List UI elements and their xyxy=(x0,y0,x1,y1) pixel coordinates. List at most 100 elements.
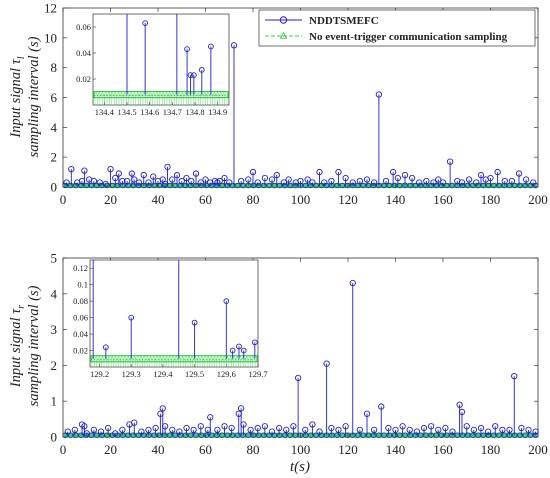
top-baseline-marker xyxy=(512,182,518,189)
top-inset-green-marker xyxy=(93,91,99,97)
top-stem-marker xyxy=(254,179,261,186)
bottom-ytick-label: 3 xyxy=(51,322,58,337)
top-baseline-marker xyxy=(188,182,194,189)
top-baseline-marker xyxy=(391,182,398,189)
bottom-inset-green-marker xyxy=(90,356,96,361)
top-stem-marker xyxy=(458,179,466,186)
top-inset-green-marker xyxy=(112,91,118,97)
top-stem-marker xyxy=(356,177,364,185)
bottom-baseline-marker xyxy=(308,432,314,438)
top-stem-marker xyxy=(342,174,349,182)
bottom-baseline-marker xyxy=(203,432,210,438)
top-baseline-marker xyxy=(182,182,189,189)
bottom-baseline-marker xyxy=(287,432,293,438)
bottom-baseline-marker xyxy=(360,432,366,438)
top-stem-marker xyxy=(477,171,485,179)
bottom-inset-green-marker xyxy=(234,356,240,361)
top-baseline-marker xyxy=(465,182,471,189)
bottom-inset-xtick-label: 129.4 xyxy=(153,369,173,379)
bottom-inset-green-marker xyxy=(183,356,189,361)
top-baseline-marker xyxy=(501,182,507,189)
bottom-inset-xtick-label: 129.7 xyxy=(248,369,267,379)
top-inset-stem-marker xyxy=(198,67,205,73)
top-stem-marker xyxy=(430,179,437,186)
bottom-inset-ytick-label: 0.08 xyxy=(73,296,88,306)
top-inset-ytick-label: 0.06 xyxy=(76,22,91,32)
bottom-inset-green-marker xyxy=(202,356,208,361)
bottom-inset: 129.2 129.3 129.4 129.5 129.6 129.7 0.02 0.04 0.… xyxy=(73,259,268,379)
bottom-xtick-label: 80 xyxy=(247,442,260,457)
top-inset-green-marker xyxy=(212,91,217,97)
bottom-stem-marker xyxy=(518,424,525,432)
bottom-xtick-label: 20 xyxy=(104,442,117,457)
top-baseline-marker xyxy=(282,182,288,189)
top-inset-stem-marker xyxy=(187,72,194,78)
top-stem-marker xyxy=(226,179,233,186)
bottom-inset-green-marker xyxy=(93,356,99,361)
top-baseline-marker xyxy=(423,182,429,189)
top-baseline-marker xyxy=(203,182,210,189)
bottom-baseline-marker xyxy=(276,432,283,438)
bottom-stem-marker xyxy=(511,372,518,380)
top-stem-marker xyxy=(394,174,402,182)
bottom-inset-stem-marker xyxy=(251,339,258,346)
top-inset-green-marker xyxy=(96,91,102,97)
bottom-stem-marker xyxy=(83,430,90,437)
top-baseline-marker xyxy=(339,182,345,189)
top-baseline-marker xyxy=(135,182,142,189)
top-inset-xtick-label: 134.9 xyxy=(208,107,227,117)
bottom-baseline-marker xyxy=(470,432,476,438)
top-stem-marker xyxy=(401,171,409,179)
bottom-inset-green-marker xyxy=(132,356,137,361)
top-baseline-marker xyxy=(470,182,476,189)
bottom-stem-marker xyxy=(442,424,449,432)
top-stem-marker xyxy=(169,176,176,183)
top-stem-marker xyxy=(501,177,508,185)
bottom-inset-frame xyxy=(89,259,259,368)
bottom-inset-green-marker xyxy=(161,356,166,361)
top-baseline-marker xyxy=(459,182,466,189)
bottom-stem-marker xyxy=(302,426,309,433)
bottom-baseline-marker xyxy=(438,432,445,438)
top-stem-marker xyxy=(435,176,442,183)
bottom-inset-green-marker xyxy=(244,356,249,361)
bottom-stem-marker xyxy=(506,426,513,433)
bottom-xtick-label: 60 xyxy=(199,442,212,457)
bottom-inset-green-marker xyxy=(189,356,195,361)
legend-marker-series-1 xyxy=(279,16,288,24)
bottom-baseline-marker xyxy=(250,432,257,438)
top-inset-green-marker xyxy=(180,91,185,97)
bottom-stem-marker xyxy=(283,426,290,433)
top-stem-marker xyxy=(245,176,252,183)
bottom-inset-green-marker xyxy=(228,356,233,361)
top-stem-marker xyxy=(202,176,209,183)
top-ytick-label: 0 xyxy=(51,180,58,195)
bottom-inset-green-marker xyxy=(180,356,185,361)
bottom-baseline-marker xyxy=(522,432,528,438)
bottom-stem-marker xyxy=(97,428,105,435)
bottom-baseline-marker xyxy=(208,432,215,438)
bottom-stem-marker xyxy=(392,426,399,433)
bottom-baseline-marker xyxy=(229,432,236,438)
bottom-ytick-label: 4 xyxy=(51,286,58,301)
top-ytick-label: 10 xyxy=(44,30,57,45)
top-stem-marker xyxy=(522,176,530,183)
top-stem-marker xyxy=(119,177,126,185)
bottom-baseline-marker xyxy=(125,432,131,438)
top-baseline-marker xyxy=(444,182,450,189)
bottom-stem-marker xyxy=(499,426,506,433)
top-inset-green-marker xyxy=(103,91,108,97)
top-inset-green-marker xyxy=(189,91,195,97)
bottom-stem-marker xyxy=(190,426,197,433)
bottom-stem-marker xyxy=(532,428,539,435)
top-stem-marker xyxy=(145,179,152,186)
bottom-inset-green-marker xyxy=(186,356,192,361)
top-inset-green-marker xyxy=(157,91,163,97)
top-xtick-label: 180 xyxy=(481,192,501,207)
top-inset-green-marker xyxy=(183,91,188,97)
top-stem-marker xyxy=(408,174,416,182)
top-baseline-marker xyxy=(370,182,377,189)
bottom-stem-marker xyxy=(197,423,204,430)
bottom-inset-stem-marker xyxy=(236,343,242,350)
bottom-baseline-marker xyxy=(73,432,79,438)
